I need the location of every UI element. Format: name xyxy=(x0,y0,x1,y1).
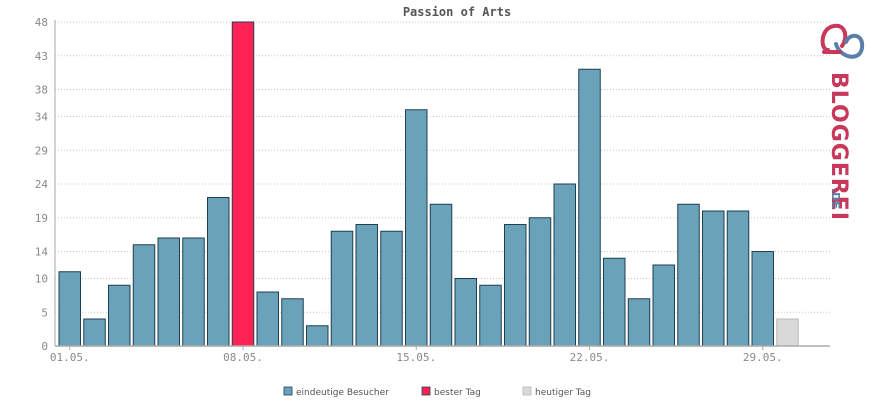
bar xyxy=(553,183,576,347)
bar xyxy=(627,298,651,347)
bar xyxy=(751,251,774,347)
y-tick-label: 0 xyxy=(41,340,48,353)
y-tick-label: 24 xyxy=(35,178,49,191)
y-tick-label: 29 xyxy=(35,144,48,157)
bar xyxy=(58,271,81,347)
bar xyxy=(726,210,750,347)
bar xyxy=(578,68,601,347)
chart-title: Passion of Arts xyxy=(403,5,511,19)
y-tick-label: 48 xyxy=(35,16,48,29)
bar xyxy=(429,203,453,347)
legend-item: eindeutige Besucher xyxy=(283,386,389,398)
bar xyxy=(776,318,799,347)
logo-suffix: .DE xyxy=(829,188,842,209)
legend-label: bester Tag xyxy=(434,388,481,398)
x-tick-label: 22.05. xyxy=(570,351,610,364)
bar xyxy=(207,197,230,347)
x-tick-label: 08.05. xyxy=(223,351,263,364)
bar xyxy=(454,278,477,347)
bar xyxy=(330,230,354,347)
legend-swatch xyxy=(421,386,431,396)
bar xyxy=(306,325,329,347)
legend-swatch xyxy=(522,386,532,396)
bar xyxy=(702,210,725,347)
y-tick-label: 5 xyxy=(41,306,48,319)
logo-brand: BLOGGEREI xyxy=(826,72,851,221)
y-tick-label: 38 xyxy=(35,84,48,97)
x-tick-label: 15.05. xyxy=(396,351,436,364)
bar xyxy=(157,237,180,347)
y-tick-label: 34 xyxy=(35,111,49,124)
bar xyxy=(380,230,403,347)
bar xyxy=(528,217,552,347)
bar xyxy=(405,109,428,347)
legend-label: eindeutige Besucher xyxy=(296,388,389,398)
bar xyxy=(603,257,626,347)
legend-label: heutiger Tag xyxy=(535,388,591,398)
y-tick-label: 43 xyxy=(35,50,48,63)
bar xyxy=(83,318,106,347)
x-tick-label: 01.05. xyxy=(50,351,90,364)
bar xyxy=(108,284,131,347)
y-axis: 0 5 10 14 19 24 29 34 38 43 48 xyxy=(35,16,56,353)
legend-item: heutiger Tag xyxy=(522,386,591,398)
bloggerei-logo: BLOGGEREI .DE xyxy=(820,23,865,221)
y-tick-label: 19 xyxy=(35,212,48,225)
x-axis: 01.05. 08.05. 15.05. 22.05. 29.05. xyxy=(50,345,830,364)
legend-item: bester Tag xyxy=(421,386,481,398)
bar xyxy=(256,291,279,347)
bar xyxy=(504,224,527,347)
bar xyxy=(281,298,304,347)
legend-swatch xyxy=(283,386,293,396)
x-tick-label: 29.05. xyxy=(743,351,783,364)
bar xyxy=(231,21,255,347)
bar xyxy=(182,237,205,347)
bar xyxy=(677,203,700,347)
y-tick-label: 10 xyxy=(35,273,48,286)
legend: eindeutige Besucher bester Tag heutiger Ta… xyxy=(283,386,591,398)
y-tick-label: 14 xyxy=(35,246,49,259)
bar xyxy=(479,284,502,347)
bar xyxy=(132,244,156,347)
logo-icon xyxy=(820,23,865,59)
bar xyxy=(652,264,675,347)
bar xyxy=(355,224,378,347)
